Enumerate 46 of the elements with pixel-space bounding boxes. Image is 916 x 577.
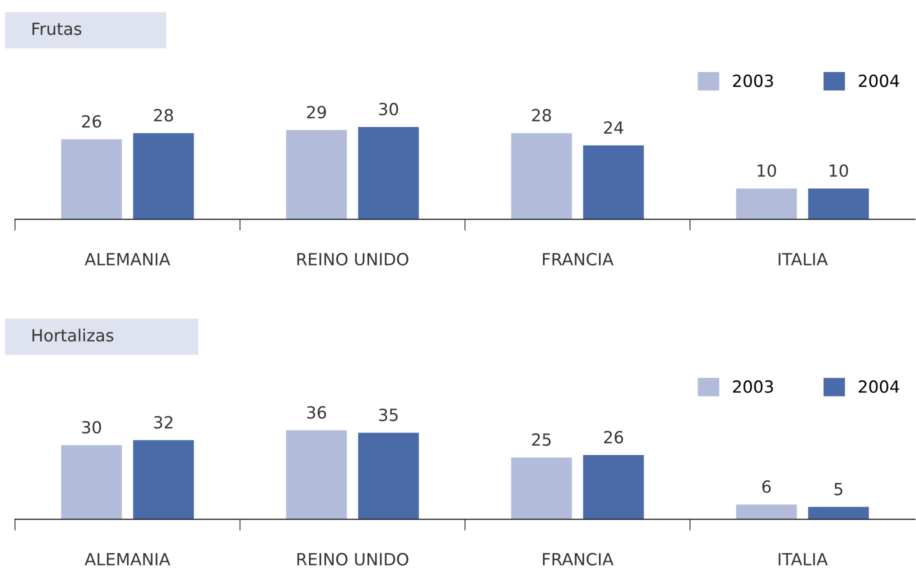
- data-label: 28: [154, 108, 173, 122]
- bar: [808, 506, 869, 520]
- data-label: 30: [379, 102, 398, 116]
- bar: [736, 188, 797, 220]
- x-tick-label: ITALIA: [778, 553, 828, 566]
- data-label: 29: [307, 106, 326, 118]
- data-label: 25: [532, 433, 551, 446]
- data-label: 28: [532, 108, 551, 122]
- x-tick-label: FRANCIA: [542, 552, 614, 566]
- legend-label: 2004: [858, 380, 900, 393]
- data-label: 10: [830, 164, 848, 177]
- bar: [133, 133, 194, 220]
- bar: [358, 126, 419, 220]
- x-tick-label: FRANCIA: [542, 252, 614, 266]
- bar: [511, 457, 572, 520]
- chart-title: Frutas: [32, 22, 82, 36]
- data-label: 26: [82, 115, 102, 128]
- x-tick-label: ALEMANIA: [84, 553, 170, 566]
- data-label: 32: [154, 416, 172, 429]
- x-tick-label: ALEMANIA: [84, 253, 170, 266]
- x-tick-label: ITALIA: [778, 253, 828, 266]
- bar: [511, 133, 572, 220]
- data-label: 36: [307, 406, 326, 419]
- bar: [286, 430, 347, 520]
- data-label: 24: [604, 121, 624, 134]
- bar: [583, 145, 644, 220]
- bar: [61, 445, 122, 520]
- bar: [583, 455, 644, 520]
- data-label: 10: [758, 164, 776, 177]
- data-label: 6: [762, 480, 771, 493]
- legend-label: 2003: [733, 74, 773, 88]
- bar: [358, 432, 419, 520]
- data-label: 35: [379, 408, 398, 422]
- data-label: 26: [604, 430, 624, 444]
- x-tick-label: REINO UNIDO: [297, 252, 408, 266]
- data-label: 30: [82, 420, 101, 434]
- bar: [286, 130, 347, 220]
- x-tick-label: REINO UNIDO: [297, 552, 408, 566]
- chart-title: Hortalizas: [32, 328, 114, 342]
- bar: [736, 504, 797, 520]
- bar: [61, 139, 122, 220]
- bar: [808, 188, 869, 220]
- data-label: 5: [834, 482, 842, 496]
- bar: [133, 440, 194, 520]
- legend-label: 2004: [858, 74, 900, 88]
- legend-label: 2003: [733, 380, 773, 393]
